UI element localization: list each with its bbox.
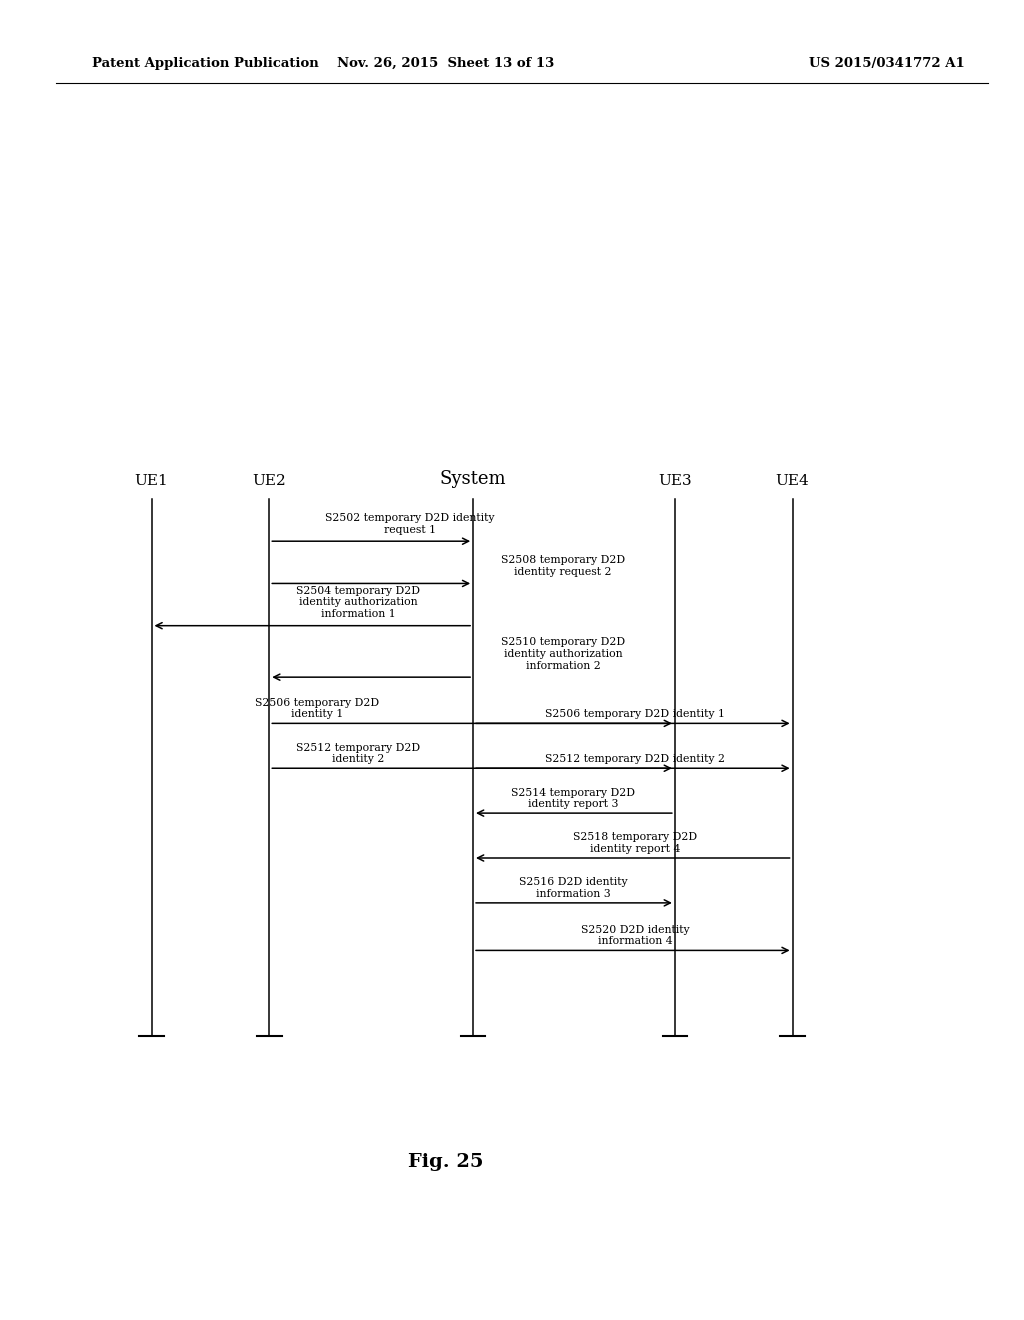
Text: US 2015/0341772 A1: US 2015/0341772 A1: [809, 57, 965, 70]
Text: Nov. 26, 2015  Sheet 13 of 13: Nov. 26, 2015 Sheet 13 of 13: [337, 57, 554, 70]
Text: UE2: UE2: [253, 474, 286, 488]
Text: UE3: UE3: [658, 474, 691, 488]
Text: S2516 D2D identity
information 3: S2516 D2D identity information 3: [519, 878, 628, 899]
Text: S2520 D2D identity
information 4: S2520 D2D identity information 4: [581, 925, 689, 946]
Text: S2510 temporary D2D
identity authorization
information 2: S2510 temporary D2D identity authorizati…: [501, 638, 626, 671]
Text: S2518 temporary D2D
identity report 4: S2518 temporary D2D identity report 4: [572, 833, 697, 854]
Text: System: System: [439, 470, 507, 488]
Text: S2504 temporary D2D
identity authorization
information 1: S2504 temporary D2D identity authorizati…: [296, 586, 421, 619]
Text: Fig. 25: Fig. 25: [408, 1152, 483, 1171]
Text: S2506 temporary D2D
identity 1: S2506 temporary D2D identity 1: [255, 698, 380, 719]
Text: S2502 temporary D2D identity
request 1: S2502 temporary D2D identity request 1: [325, 513, 495, 535]
Text: Patent Application Publication: Patent Application Publication: [92, 57, 318, 70]
Text: S2512 temporary D2D
identity 2: S2512 temporary D2D identity 2: [296, 743, 421, 764]
Text: UE1: UE1: [135, 474, 168, 488]
Text: S2514 temporary D2D
identity report 3: S2514 temporary D2D identity report 3: [511, 788, 636, 809]
Text: UE4: UE4: [776, 474, 809, 488]
Text: S2512 temporary D2D identity 2: S2512 temporary D2D identity 2: [545, 754, 725, 764]
Text: S2506 temporary D2D identity 1: S2506 temporary D2D identity 1: [545, 709, 725, 719]
Text: S2508 temporary D2D
identity request 2: S2508 temporary D2D identity request 2: [501, 556, 626, 577]
